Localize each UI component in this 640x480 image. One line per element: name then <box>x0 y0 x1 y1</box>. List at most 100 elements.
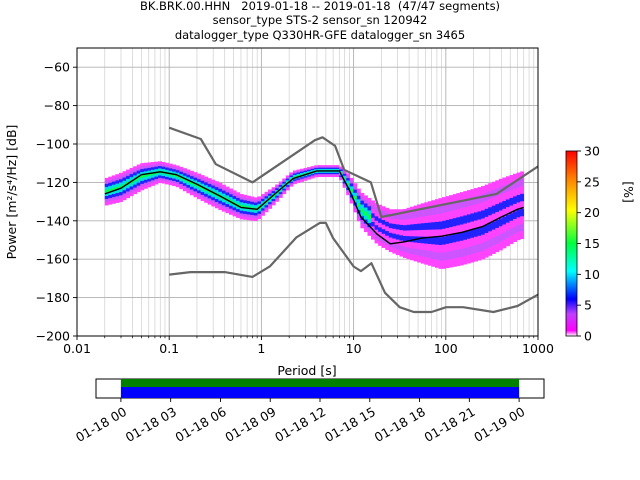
density-cell <box>367 227 372 232</box>
density-cell <box>189 192 194 196</box>
density-cell <box>285 180 290 183</box>
density-cell <box>218 188 223 193</box>
density-cell <box>459 248 464 258</box>
density-cell <box>424 209 429 217</box>
density-cell <box>449 243 454 252</box>
density-cell <box>477 195 482 204</box>
density-cell <box>154 166 159 170</box>
density-cell <box>193 180 198 184</box>
density-cell <box>118 188 123 193</box>
density-cell <box>303 170 308 173</box>
density-cell <box>513 234 518 242</box>
density-cell <box>371 209 375 214</box>
density-cell <box>175 179 180 183</box>
density-cell <box>371 204 375 210</box>
density-cell <box>516 194 521 203</box>
density-cell <box>296 171 301 173</box>
density-cell <box>204 182 209 186</box>
colorbar-tick-label: 15 <box>584 236 600 251</box>
density-cell <box>165 174 170 178</box>
density-cell <box>108 198 113 202</box>
density-cell <box>509 190 514 199</box>
density-cell <box>481 250 486 260</box>
density-cell <box>399 214 404 221</box>
density-cell <box>236 195 241 199</box>
density-cell <box>420 223 425 231</box>
density-cell <box>189 186 194 190</box>
density-cell <box>371 226 375 232</box>
density-cell <box>292 170 297 173</box>
density-cell <box>452 242 457 251</box>
density-cell <box>491 229 496 239</box>
density-cell <box>474 188 478 197</box>
density-cell <box>229 205 233 210</box>
density-cell <box>342 177 347 181</box>
density-cell <box>349 180 354 184</box>
density-cell <box>133 181 138 185</box>
density-cell <box>250 214 255 218</box>
density-cell <box>434 221 439 230</box>
density-cell <box>406 213 411 220</box>
density-cell <box>111 194 116 198</box>
density-cell <box>385 235 390 241</box>
density-cell <box>214 181 219 185</box>
density-cell <box>331 168 336 171</box>
density-cell <box>346 180 351 184</box>
density-cell <box>186 177 191 181</box>
density-cell <box>193 174 198 179</box>
density-cell <box>363 207 368 212</box>
density-cell <box>278 183 283 186</box>
density-cell <box>445 219 450 229</box>
density-cell <box>214 184 219 188</box>
density-cell <box>477 235 482 245</box>
density-cell <box>303 176 308 178</box>
density-cell <box>520 208 525 217</box>
density-cell <box>438 213 443 222</box>
density-cell <box>140 169 145 173</box>
density-cell <box>204 176 209 180</box>
density-cell <box>104 177 109 182</box>
density-cell <box>158 173 162 176</box>
density-cell <box>193 191 198 195</box>
density-cell <box>275 186 280 189</box>
y-axis-label: Power [m²/s⁴/Hz] [dB] <box>4 125 19 260</box>
density-cell <box>246 211 251 215</box>
density-cell <box>186 190 191 194</box>
density-cell <box>459 216 464 225</box>
density-cell <box>417 236 422 244</box>
density-cell <box>339 166 344 169</box>
density-cell <box>303 169 308 172</box>
density-cell <box>140 175 145 179</box>
density-cell <box>126 178 131 183</box>
density-cell <box>516 224 521 233</box>
title-line-3: datalogger_type Q330HR-GFE datalogger_sn… <box>174 28 466 42</box>
density-cell <box>204 179 209 183</box>
density-cell <box>108 195 113 199</box>
y-tick-label: −160 <box>36 252 70 267</box>
density-cell <box>346 192 351 196</box>
density-cell <box>367 231 372 236</box>
density-cell <box>122 187 127 191</box>
density-cell <box>161 164 166 168</box>
density-cell <box>126 188 131 192</box>
density-cell <box>388 209 393 215</box>
density-cell <box>158 175 162 179</box>
density-cell <box>466 198 471 207</box>
availability-tick-label: 01-19 00 <box>471 404 527 445</box>
density-cell <box>197 190 202 194</box>
density-cell <box>481 202 486 211</box>
density-cell <box>143 177 148 181</box>
density-cell <box>434 244 439 253</box>
density-cell <box>179 183 184 187</box>
density-cell <box>104 180 109 185</box>
density-cell <box>307 169 312 172</box>
density-cell <box>442 260 447 269</box>
density-cell <box>484 216 489 226</box>
density-cell <box>399 245 404 252</box>
density-cell <box>211 185 216 189</box>
density-cell <box>303 167 308 170</box>
density-cell <box>115 189 120 194</box>
density-cell <box>253 205 258 209</box>
density-cell <box>520 186 525 195</box>
density-cell <box>424 222 429 231</box>
